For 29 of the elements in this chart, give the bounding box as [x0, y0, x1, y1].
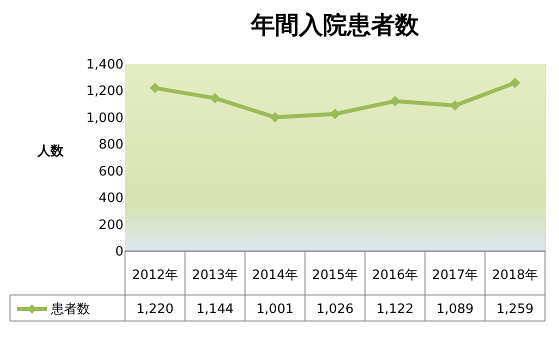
y-tick-label: 0 — [115, 244, 124, 260]
chart-title: 年間入院患者数 — [250, 11, 420, 39]
x-tick-label: 2018年 — [492, 268, 538, 283]
data-label: 1,001 — [256, 302, 294, 317]
data-label: 1,122 — [376, 302, 414, 317]
legend-label: 患者数 — [50, 302, 90, 317]
y-tick-label: 400 — [98, 191, 124, 206]
data-label: 1,259 — [496, 302, 534, 317]
data-label: 1,089 — [436, 302, 474, 317]
x-tick-label: 2016年 — [372, 268, 418, 283]
point — [450, 100, 460, 111]
x-tick-label: 2014年 — [252, 268, 298, 283]
y-tick-label: 800 — [98, 138, 124, 153]
point — [150, 82, 160, 94]
x-tick-label: 2012年 — [132, 268, 178, 283]
y-tick-label: 1,200 — [86, 84, 124, 100]
y-tick-label: 600 — [98, 164, 124, 180]
x-tick-label: 2013年 — [192, 268, 238, 283]
x-tick-label: 2017年 — [432, 268, 478, 283]
point — [210, 92, 220, 104]
data-label: 1,144 — [196, 302, 234, 317]
data-label: 1,220 — [136, 302, 174, 317]
y-axis-title: 人数 — [36, 144, 64, 159]
point — [510, 78, 520, 88]
data-label: 1,026 — [316, 302, 354, 317]
x-tick-label: 2015年 — [312, 268, 358, 283]
y-tick-label: 1,400 — [86, 58, 124, 72]
y-tick-label: 200 — [98, 218, 124, 233]
y-tick-label: 1,000 — [86, 110, 124, 126]
